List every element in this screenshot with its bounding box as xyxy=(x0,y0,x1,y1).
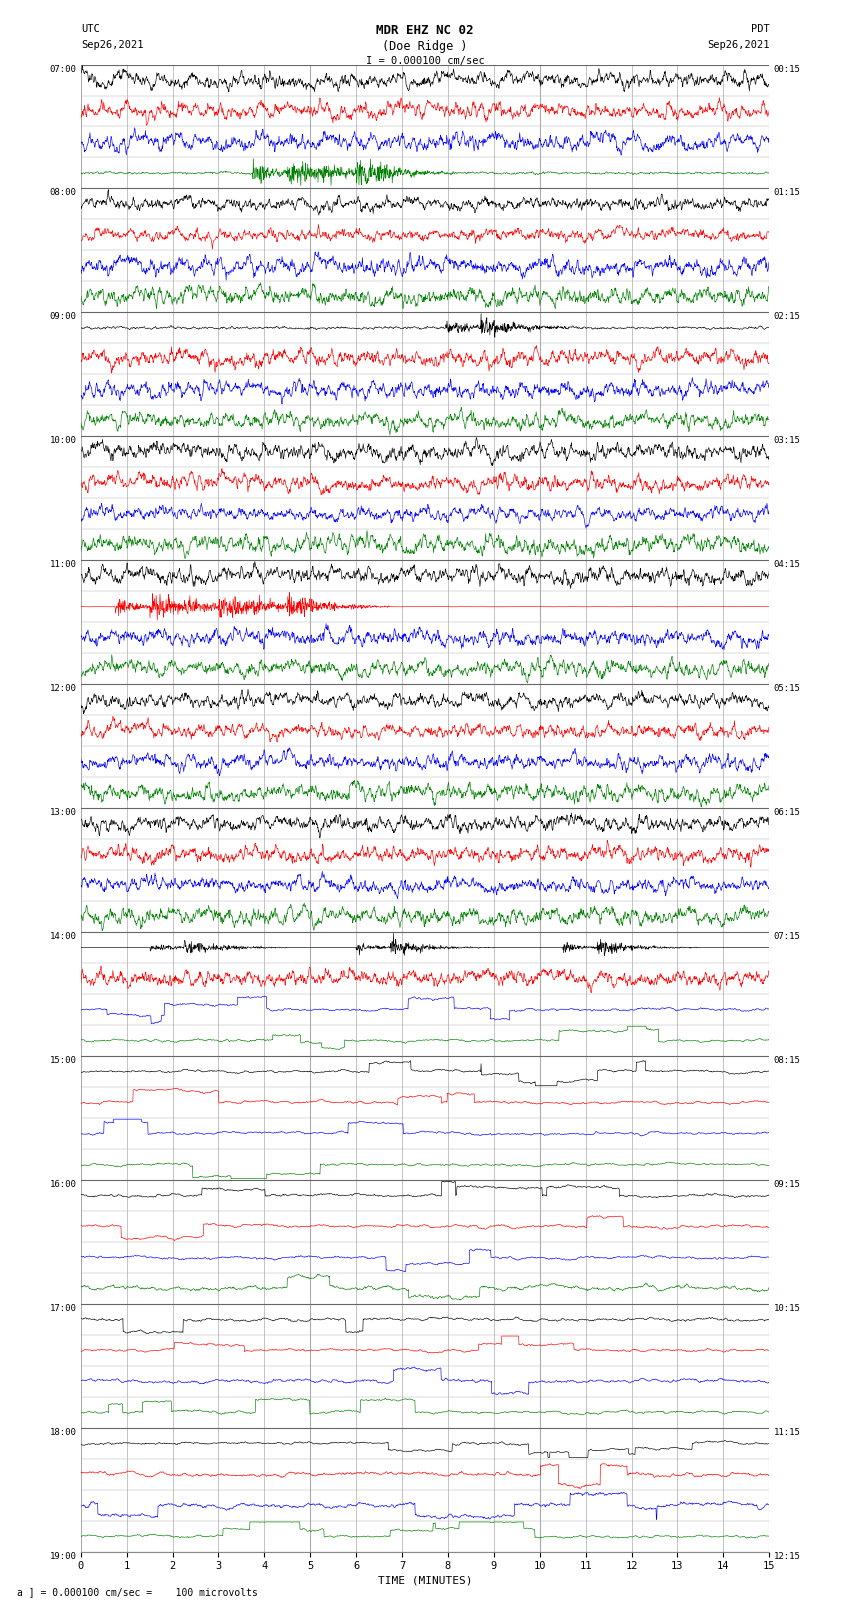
Text: 16:00: 16:00 xyxy=(49,1181,76,1189)
Text: (Doe Ridge ): (Doe Ridge ) xyxy=(382,40,468,53)
Text: 01:15: 01:15 xyxy=(774,189,801,197)
Text: 15:00: 15:00 xyxy=(49,1057,76,1065)
Text: 19:00: 19:00 xyxy=(49,1552,76,1561)
Text: a ] = 0.000100 cm/sec =    100 microvolts: a ] = 0.000100 cm/sec = 100 microvolts xyxy=(17,1587,258,1597)
Text: 11:00: 11:00 xyxy=(49,560,76,569)
Text: 06:15: 06:15 xyxy=(774,808,801,818)
Text: 13:00: 13:00 xyxy=(49,808,76,818)
Text: 04:15: 04:15 xyxy=(774,560,801,569)
Text: MDR EHZ NC 02: MDR EHZ NC 02 xyxy=(377,24,473,37)
Text: 12:00: 12:00 xyxy=(49,684,76,694)
Text: 10:00: 10:00 xyxy=(49,436,76,445)
Text: 17:00: 17:00 xyxy=(49,1303,76,1313)
Text: 12:15: 12:15 xyxy=(774,1552,801,1561)
Text: 08:15: 08:15 xyxy=(774,1057,801,1065)
Text: 11:15: 11:15 xyxy=(774,1428,801,1437)
Text: UTC: UTC xyxy=(81,24,99,34)
Text: 03:15: 03:15 xyxy=(774,436,801,445)
Text: 05:15: 05:15 xyxy=(774,684,801,694)
Text: 00:15: 00:15 xyxy=(774,65,801,74)
Text: 18:00: 18:00 xyxy=(49,1428,76,1437)
Text: 14:00: 14:00 xyxy=(49,932,76,940)
Text: Sep26,2021: Sep26,2021 xyxy=(706,40,769,50)
Text: 09:15: 09:15 xyxy=(774,1181,801,1189)
Text: 07:00: 07:00 xyxy=(49,65,76,74)
X-axis label: TIME (MINUTES): TIME (MINUTES) xyxy=(377,1576,473,1586)
Text: I = 0.000100 cm/sec: I = 0.000100 cm/sec xyxy=(366,56,484,66)
Text: PDT: PDT xyxy=(751,24,769,34)
Text: 02:15: 02:15 xyxy=(774,313,801,321)
Text: 10:15: 10:15 xyxy=(774,1303,801,1313)
Text: 07:15: 07:15 xyxy=(774,932,801,940)
Text: 08:00: 08:00 xyxy=(49,189,76,197)
Text: Sep26,2021: Sep26,2021 xyxy=(81,40,144,50)
Text: 09:00: 09:00 xyxy=(49,313,76,321)
